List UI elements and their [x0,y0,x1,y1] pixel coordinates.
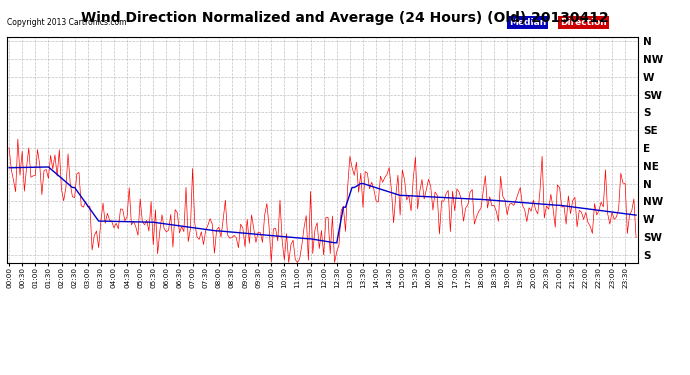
Text: Median: Median [509,18,546,27]
Text: Copyright 2013 Cartronics.com: Copyright 2013 Cartronics.com [7,18,126,27]
Text: Wind Direction Normalized and Average (24 Hours) (Old) 20130412: Wind Direction Normalized and Average (2… [81,11,609,25]
Text: Direction: Direction [560,18,607,27]
